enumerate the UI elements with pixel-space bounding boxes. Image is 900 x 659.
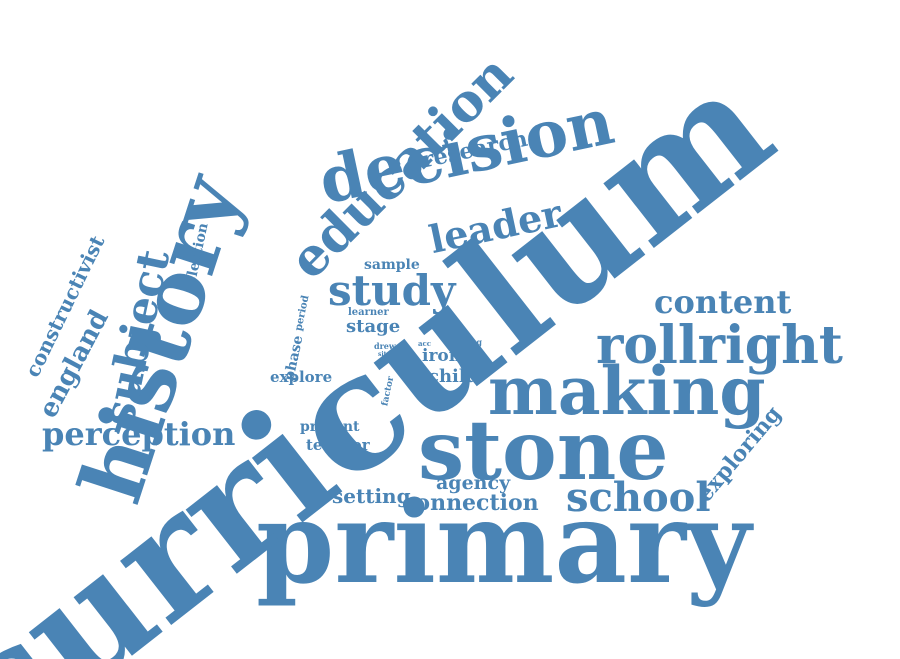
word-study: study bbox=[328, 266, 456, 315]
word-learner: learner bbox=[348, 307, 389, 318]
word-teacher: teacher bbox=[306, 436, 370, 454]
word-period: period bbox=[293, 294, 312, 332]
word-content: content bbox=[654, 283, 792, 321]
word-sample: sample bbox=[364, 257, 420, 273]
word-setting: setting bbox=[332, 484, 411, 508]
word-making: making bbox=[488, 352, 766, 430]
word-site: site bbox=[378, 351, 391, 358]
word-acc: acc bbox=[418, 339, 432, 348]
word-present: present bbox=[300, 419, 360, 435]
word-perception: perception bbox=[42, 415, 236, 453]
word-child: child bbox=[428, 366, 479, 387]
word-stage: stage bbox=[346, 316, 401, 337]
word-primary: primary bbox=[256, 478, 752, 609]
word-king: king bbox=[462, 337, 482, 347]
word-rollright: rollright bbox=[596, 315, 843, 376]
word-part: part bbox=[460, 349, 482, 359]
word-agency: agency bbox=[436, 472, 511, 494]
word-iron: iron bbox=[422, 346, 462, 366]
word-stone: stone bbox=[418, 403, 669, 499]
word-connection: connection bbox=[402, 490, 539, 516]
word-explore: explore bbox=[270, 368, 333, 386]
word-drew: drew bbox=[374, 341, 396, 351]
word-school: school bbox=[566, 474, 711, 521]
